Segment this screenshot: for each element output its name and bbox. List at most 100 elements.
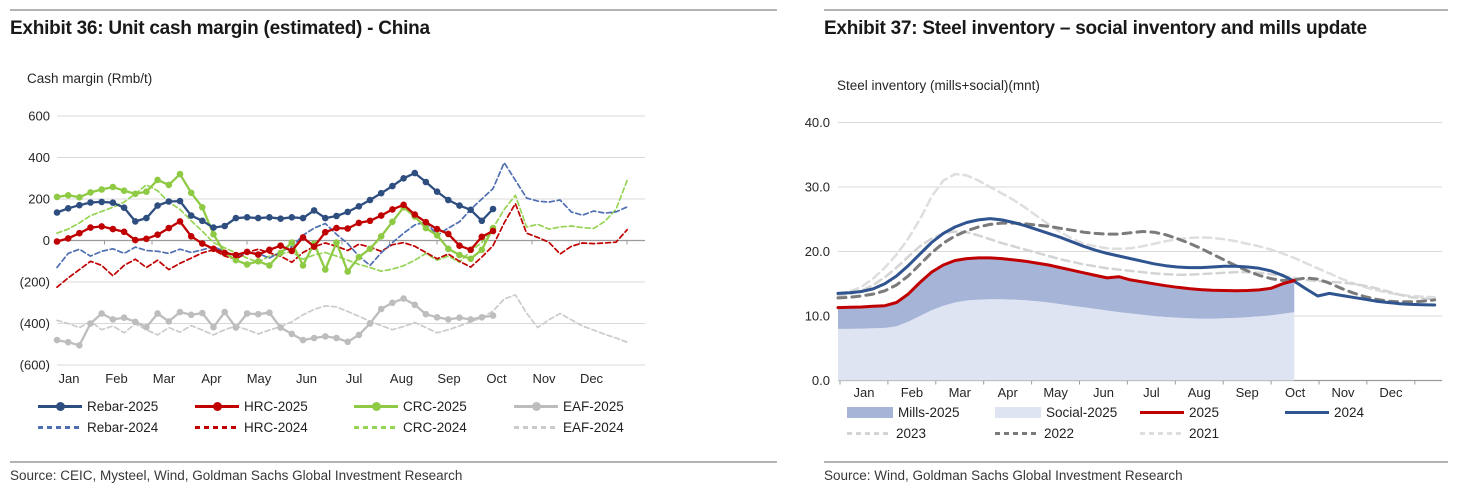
legend-swatch-EAF-2024 (514, 421, 558, 433)
gridlines: 600 400 200 0 (200) (400) (600) Jan Feb Mar Apr May… (20, 109, 645, 386)
legend-label: HRC-2024 (244, 419, 308, 435)
legend-item-EAF-2025: EAF-2025 (514, 397, 624, 415)
series-2025 (836, 256, 1296, 310)
legend-swatch-2021 (1140, 427, 1184, 439)
y-tick-label: (600) (20, 358, 50, 373)
legend-item-HRC-2025: HRC-2025 (195, 397, 354, 415)
y-tick-label: 10.0 (805, 309, 830, 324)
x-tick-label: Jun (296, 371, 317, 386)
x-tick-label: May (247, 371, 272, 386)
x-tick-label: Oct (1285, 385, 1306, 400)
legend-item-2024: 2024 (1285, 403, 1364, 421)
x-tick-label: Sep (1236, 385, 1259, 400)
legend-swatch-Rebar-2024 (38, 421, 82, 433)
legend-label: Mills-2025 (898, 404, 960, 420)
x-tick-label: Jul (1143, 385, 1160, 400)
y-tick-label: 0 (43, 233, 50, 248)
x-tick-label: May (1043, 385, 1068, 400)
x-tick-label: Aug (390, 371, 413, 386)
x-tick-label: Feb (105, 371, 127, 386)
legend-swatch-Mills-2025 (847, 406, 893, 418)
series-2021 (836, 172, 1436, 299)
x-tick-label: Feb (901, 385, 923, 400)
x-tick-label: Mar (949, 385, 972, 400)
series-2023 (836, 230, 1436, 301)
series-2022 (836, 221, 1437, 304)
legend-item-CRC-2025: CRC-2025 (354, 397, 514, 415)
x-tick-label: Jun (1093, 385, 1114, 400)
x-tick-label: Oct (486, 371, 507, 386)
y-tick-label: (400) (20, 316, 50, 331)
x-tick-label: Sep (437, 371, 460, 386)
right-chart-legend: Mills-2025 Social-2025 2025 2024 2023 2022 202… (847, 403, 1364, 442)
x-tick-label: Apr (998, 385, 1019, 400)
legend-item-EAF-2024: EAF-2024 (514, 418, 624, 436)
area-Social-2025 (838, 299, 1295, 381)
y-tick-label: 20.0 (805, 244, 830, 259)
series-2024 (836, 217, 1437, 307)
right-source-text: Source: Wind, Goldman Sachs Global Inves… (824, 468, 1183, 483)
legend-swatch-EAF-2025 (514, 400, 558, 412)
right-axis-title: Steel inventory (mills+social)(mnt) (837, 78, 1040, 93)
legend-item-HRC-2024: HRC-2024 (195, 418, 354, 436)
legend-swatch-Social-2025 (995, 406, 1041, 418)
legend-marker-dot (213, 401, 222, 411)
x-tick-label: Jan (59, 371, 80, 386)
x-tick-label: Nov (532, 371, 556, 386)
legend-item-2021: 2021 (1140, 424, 1285, 442)
legend-swatch-CRC-2025 (354, 400, 398, 412)
left-source-rule (10, 461, 777, 463)
legend-marker-dot (372, 401, 381, 411)
legend-label: Social-2025 (1046, 404, 1118, 420)
series-EAF-2025 (53, 295, 497, 349)
series-EAF-2024 (56, 294, 629, 344)
legend-item-Mills-2025: Mills-2025 (847, 403, 995, 421)
x-tick-label: Dec (580, 371, 604, 386)
left-exhibit-title: Exhibit 36: Unit cash margin (estimated)… (10, 18, 430, 39)
legend-marker-dot (56, 401, 65, 411)
x-tick-label: Aug (1188, 385, 1211, 400)
cash-margin-chart: 600 400 200 0 (200) (400) (600) Jan Feb Mar Apr May… (20, 109, 645, 386)
series-HRC-2024 (56, 202, 629, 289)
y-tick-label: 40.0 (805, 115, 830, 130)
legend-swatch-HRC-2024 (195, 421, 239, 433)
legend-row: 2023 2022 2021 (847, 424, 1364, 442)
area-Mills-2025 (838, 257, 1295, 329)
legend-label: 2021 (1189, 425, 1220, 441)
legend-label: CRC-2024 (403, 419, 467, 435)
right-panel-top-rule (824, 9, 1448, 11)
left-panel-top-rule (10, 9, 777, 11)
legend-swatch-2022 (995, 427, 1039, 439)
legend-item-Rebar-2025: Rebar-2025 (38, 397, 195, 415)
series-Rebar-2025 (53, 169, 497, 231)
legend-item-2025: 2025 (1140, 403, 1285, 421)
x-tick-label: Jul (346, 371, 363, 386)
legend-item-2022: 2022 (995, 424, 1140, 442)
legend-item-Social-2025: Social-2025 (995, 403, 1140, 421)
x-tick-label: Apr (201, 371, 222, 386)
y-tick-label: 200 (28, 192, 50, 207)
legend-swatch-CRC-2024 (354, 421, 398, 433)
right-source-rule (824, 461, 1448, 463)
series-CRC-2025 (53, 170, 497, 275)
left-source-text: Source: CEIC, Mysteel, Wind, Goldman Sac… (10, 468, 463, 483)
legend-marker-dot (532, 401, 541, 411)
legend-swatch-HRC-2025 (195, 400, 239, 412)
x-tick-label: Nov (1331, 385, 1355, 400)
series-HRC-2025 (53, 201, 497, 259)
legend-row: Rebar-2025 HRC-2025 CRC-2025 EAF-2025 (38, 397, 624, 415)
series-Rebar-2024 (56, 161, 629, 269)
legend-item-Rebar-2024: Rebar-2024 (38, 418, 195, 436)
x-tick-label: Jan (854, 385, 875, 400)
left-chart-legend: Rebar-2025 HRC-2025 CRC-2025 EAF-2025 Rebar-… (38, 397, 624, 436)
y-tick-label: 400 (28, 150, 50, 165)
legend-item-CRC-2024: CRC-2024 (354, 418, 514, 436)
right-exhibit-title: Exhibit 37: Steel inventory – social inv… (824, 18, 1367, 39)
legend-item-2023: 2023 (847, 424, 995, 442)
y-tick-label: (200) (20, 275, 50, 290)
legend-label: Rebar-2024 (87, 419, 159, 435)
legend-swatch-2025 (1140, 406, 1184, 418)
steel-inventory-chart: 40.0 30.0 20.0 10.0 0.0 Jan Feb Mar Apr May Jun Jul… (805, 115, 1442, 400)
